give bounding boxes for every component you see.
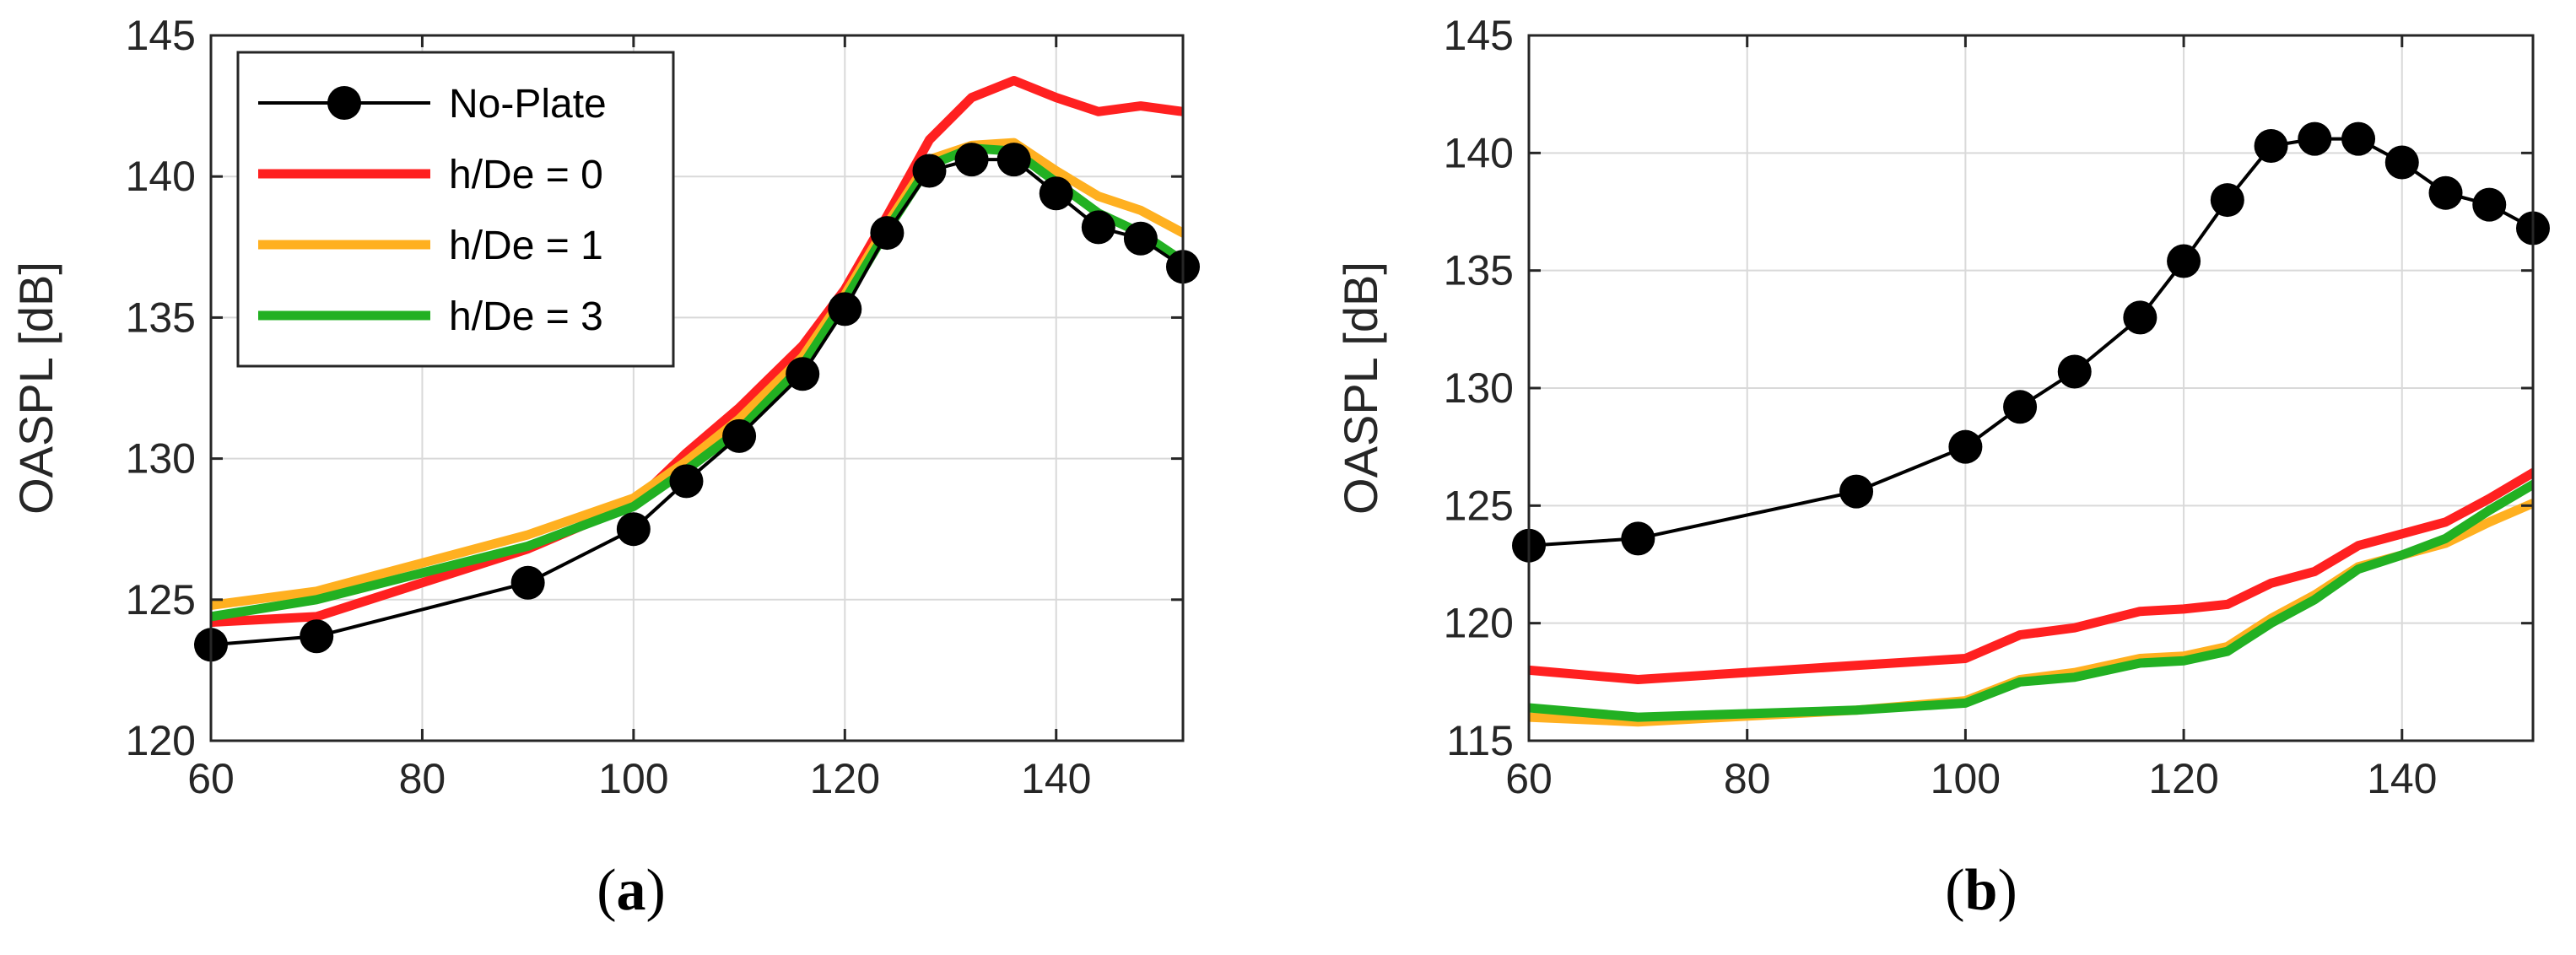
x-tick-label: 140 (1021, 755, 1091, 802)
panel-caption: (a) (597, 858, 666, 923)
data-point (1039, 176, 1073, 211)
data-point (2123, 300, 2157, 335)
y-axis-label: OASPL [dB] (1334, 262, 1387, 515)
data-point (786, 357, 820, 391)
y-tick-label: 125 (126, 576, 196, 623)
x-tick-label: 80 (399, 755, 446, 802)
y-tick-label: 135 (126, 294, 196, 341)
panel-b: 60 80 100 120 140 115 120 125 130 135 140 145 OASPL … (1334, 12, 2550, 923)
y-tick-label: 145 (126, 12, 196, 59)
series-line-no-plate (211, 158, 1183, 647)
panel-a: 60 80 100 120 140 120 125 130 135 140 145 OASPL [dB… (9, 12, 1200, 923)
legend-label: h/De = 1 (449, 224, 603, 268)
legend-label: h/De = 0 (449, 153, 603, 197)
data-point (954, 143, 989, 177)
series-group (1529, 137, 2533, 727)
x-tick-label: 100 (1931, 755, 2001, 802)
y-tick-label: 115 (1446, 717, 1514, 764)
axes-box (209, 34, 1185, 742)
x-tick-label: 100 (598, 755, 668, 802)
data-point (669, 464, 704, 499)
legend-label: No-Plate (449, 82, 607, 127)
data-point (1948, 429, 1983, 464)
legend: No-Plate h/De = 0 h/De = 1 h/De = 3 (236, 51, 675, 368)
data-point (616, 512, 651, 547)
data-point (870, 216, 905, 251)
series-line-h3 (211, 143, 1183, 622)
series-group (211, 76, 1183, 647)
data-point (2210, 183, 2244, 218)
data-point (2057, 354, 2092, 389)
y-tick-label: 140 (126, 153, 196, 200)
legend-marker (327, 86, 361, 120)
series-line-no-plate (1529, 137, 2533, 548)
x-tick-label: 140 (2367, 755, 2437, 802)
y-axis-label: OASPL [dB] (9, 262, 62, 515)
x-tick-label: 120 (2148, 755, 2218, 802)
y-tick-label: 120 (1444, 600, 1514, 647)
legend-label: h/De = 3 (449, 294, 603, 339)
data-point (2003, 390, 2038, 424)
data-point (2167, 244, 2201, 278)
panel-caption: (b) (1945, 858, 2017, 923)
data-point (1123, 221, 1158, 256)
y-tick-label: 145 (1444, 12, 1514, 59)
series-line-h0 (1529, 467, 2533, 684)
data-point (828, 292, 862, 326)
y-tick-label: 130 (1444, 364, 1514, 412)
data-point (2428, 175, 2463, 210)
x-tick-label: 120 (810, 755, 880, 802)
y-tick-label: 130 (126, 435, 196, 483)
data-point (1081, 210, 1115, 245)
data-point (1839, 474, 1874, 509)
x-tick-label: 60 (1505, 755, 1553, 802)
data-point (2472, 187, 2507, 222)
y-tick-label: 125 (1444, 482, 1514, 529)
data-point (2298, 121, 2332, 156)
data-point (912, 154, 947, 188)
series-line-h3 (1529, 479, 2533, 722)
data-point (2384, 145, 2419, 180)
data-point (2341, 121, 2376, 156)
data-point (1621, 521, 1655, 556)
data-point (722, 418, 757, 453)
y-tick-label: 135 (1444, 247, 1514, 294)
data-point (510, 565, 545, 600)
y-tick-label: 140 (1444, 129, 1514, 176)
data-point (996, 143, 1031, 177)
y-tick-label: 120 (126, 717, 196, 764)
data-point (300, 619, 334, 654)
data-point (2254, 128, 2288, 163)
x-tick-label: 80 (1724, 755, 1771, 802)
x-tick-label: 60 (187, 755, 235, 802)
